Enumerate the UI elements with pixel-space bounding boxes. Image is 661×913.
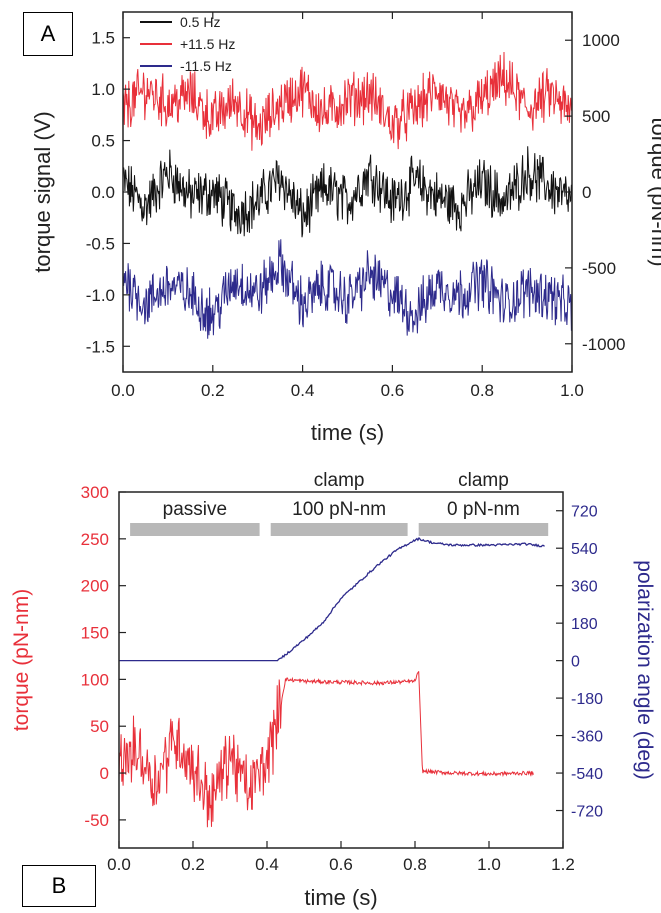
phase-bar bbox=[418, 523, 549, 536]
series-line-1 bbox=[122, 51, 573, 151]
y-axis-label: torque (pN-nm) bbox=[10, 589, 33, 731]
y2-tick-label: 500 bbox=[582, 107, 610, 126]
y2-tick-label: -540 bbox=[571, 766, 603, 783]
y2-tick-label: -360 bbox=[571, 729, 603, 746]
phase-label: clamp bbox=[458, 470, 509, 491]
x-axis-label: time (s) bbox=[304, 885, 377, 910]
y-tick-label: 1.5 bbox=[91, 29, 115, 48]
x-tick-label: 0.4 bbox=[291, 381, 315, 400]
y2-tick-label: -180 bbox=[571, 691, 603, 708]
y2-tick-label: 360 bbox=[571, 579, 598, 596]
phase-bar bbox=[270, 523, 408, 536]
x-tick-label: 0.8 bbox=[403, 855, 427, 874]
y-tick-label: 200 bbox=[81, 577, 109, 596]
y-tick-label: -0.5 bbox=[86, 234, 115, 253]
x-tick-label: 0.6 bbox=[381, 381, 405, 400]
series-line-polarization bbox=[119, 536, 545, 662]
series-line-torque bbox=[118, 671, 534, 828]
y2-axis-label: polarization angle (deg) bbox=[633, 560, 656, 779]
y2-tick-label: 1000 bbox=[582, 31, 620, 50]
y-tick-label: -1.0 bbox=[86, 286, 115, 305]
y2-tick-label: -1000 bbox=[582, 335, 625, 354]
phase-label: clamp bbox=[314, 470, 365, 491]
x-tick-label: 0.4 bbox=[255, 855, 279, 874]
y-tick-label: 300 bbox=[81, 483, 109, 502]
y-tick-label: 1.0 bbox=[91, 80, 115, 99]
y-tick-label: -50 bbox=[84, 811, 109, 830]
y-axis-label: torque signal (V) bbox=[30, 111, 55, 272]
series-line-0 bbox=[122, 146, 573, 238]
y2-tick-label: -500 bbox=[582, 259, 616, 278]
x-tick-label: 0.0 bbox=[107, 855, 131, 874]
y-tick-label: 0.5 bbox=[91, 132, 115, 151]
y2-tick-label: 540 bbox=[571, 541, 598, 558]
phase-bar bbox=[130, 523, 260, 536]
x-tick-label: 0.0 bbox=[111, 381, 135, 400]
panel-b-chart: passive clamp 100 pN-nm clamp 0 pN-nm 0.0 0.2 0… bbox=[10, 470, 656, 910]
legend-label: -11.5 Hz bbox=[180, 58, 232, 74]
x-tick-label: 1.2 bbox=[551, 855, 575, 874]
y-tick-label: 50 bbox=[90, 717, 109, 736]
panel-b-label: B bbox=[22, 865, 96, 907]
y2-tick-label: 180 bbox=[571, 616, 598, 633]
y2-tick-label: 0 bbox=[571, 654, 580, 671]
panel-a-label: A bbox=[23, 12, 73, 56]
y2-tick-label: 0 bbox=[582, 183, 591, 202]
x-tick-label: 1.0 bbox=[560, 381, 584, 400]
y2-axis-label: torque (pN-nm) bbox=[647, 117, 661, 266]
y2-tick-label: -720 bbox=[571, 804, 603, 821]
legend: 0.5 Hz +11.5 Hz -11.5 Hz bbox=[140, 14, 235, 74]
legend-label: 0.5 Hz bbox=[180, 14, 220, 30]
phase-label: passive bbox=[163, 499, 227, 520]
y-tick-label: 150 bbox=[81, 624, 109, 643]
y-tick-label: 0.0 bbox=[91, 183, 115, 202]
y2-tick-label: 720 bbox=[571, 504, 598, 521]
x-tick-label: 0.2 bbox=[201, 381, 225, 400]
y-tick-label: 100 bbox=[81, 670, 109, 689]
x-tick-label: 1.0 bbox=[477, 855, 501, 874]
x-tick-label: 0.6 bbox=[329, 855, 353, 874]
x-axis-label: time (s) bbox=[311, 420, 384, 445]
phase-label: 0 pN-nm bbox=[447, 499, 520, 520]
y-tick-label: -1.5 bbox=[86, 337, 115, 356]
y-tick-label: 0 bbox=[100, 764, 109, 783]
series-line-2 bbox=[122, 239, 573, 339]
y-tick-label: 250 bbox=[81, 530, 109, 549]
panel-a-chart: 0.0 0.2 0.4 0.6 0.8 1.0 -1.5 -1.0 -0.5 0.0 0.5 1.0 1… bbox=[30, 11, 661, 445]
x-tick-label: 0.2 bbox=[181, 855, 205, 874]
phase-label: 100 pN-nm bbox=[292, 499, 386, 520]
legend-label: +11.5 Hz bbox=[180, 36, 235, 52]
x-tick-label: 0.8 bbox=[470, 381, 494, 400]
